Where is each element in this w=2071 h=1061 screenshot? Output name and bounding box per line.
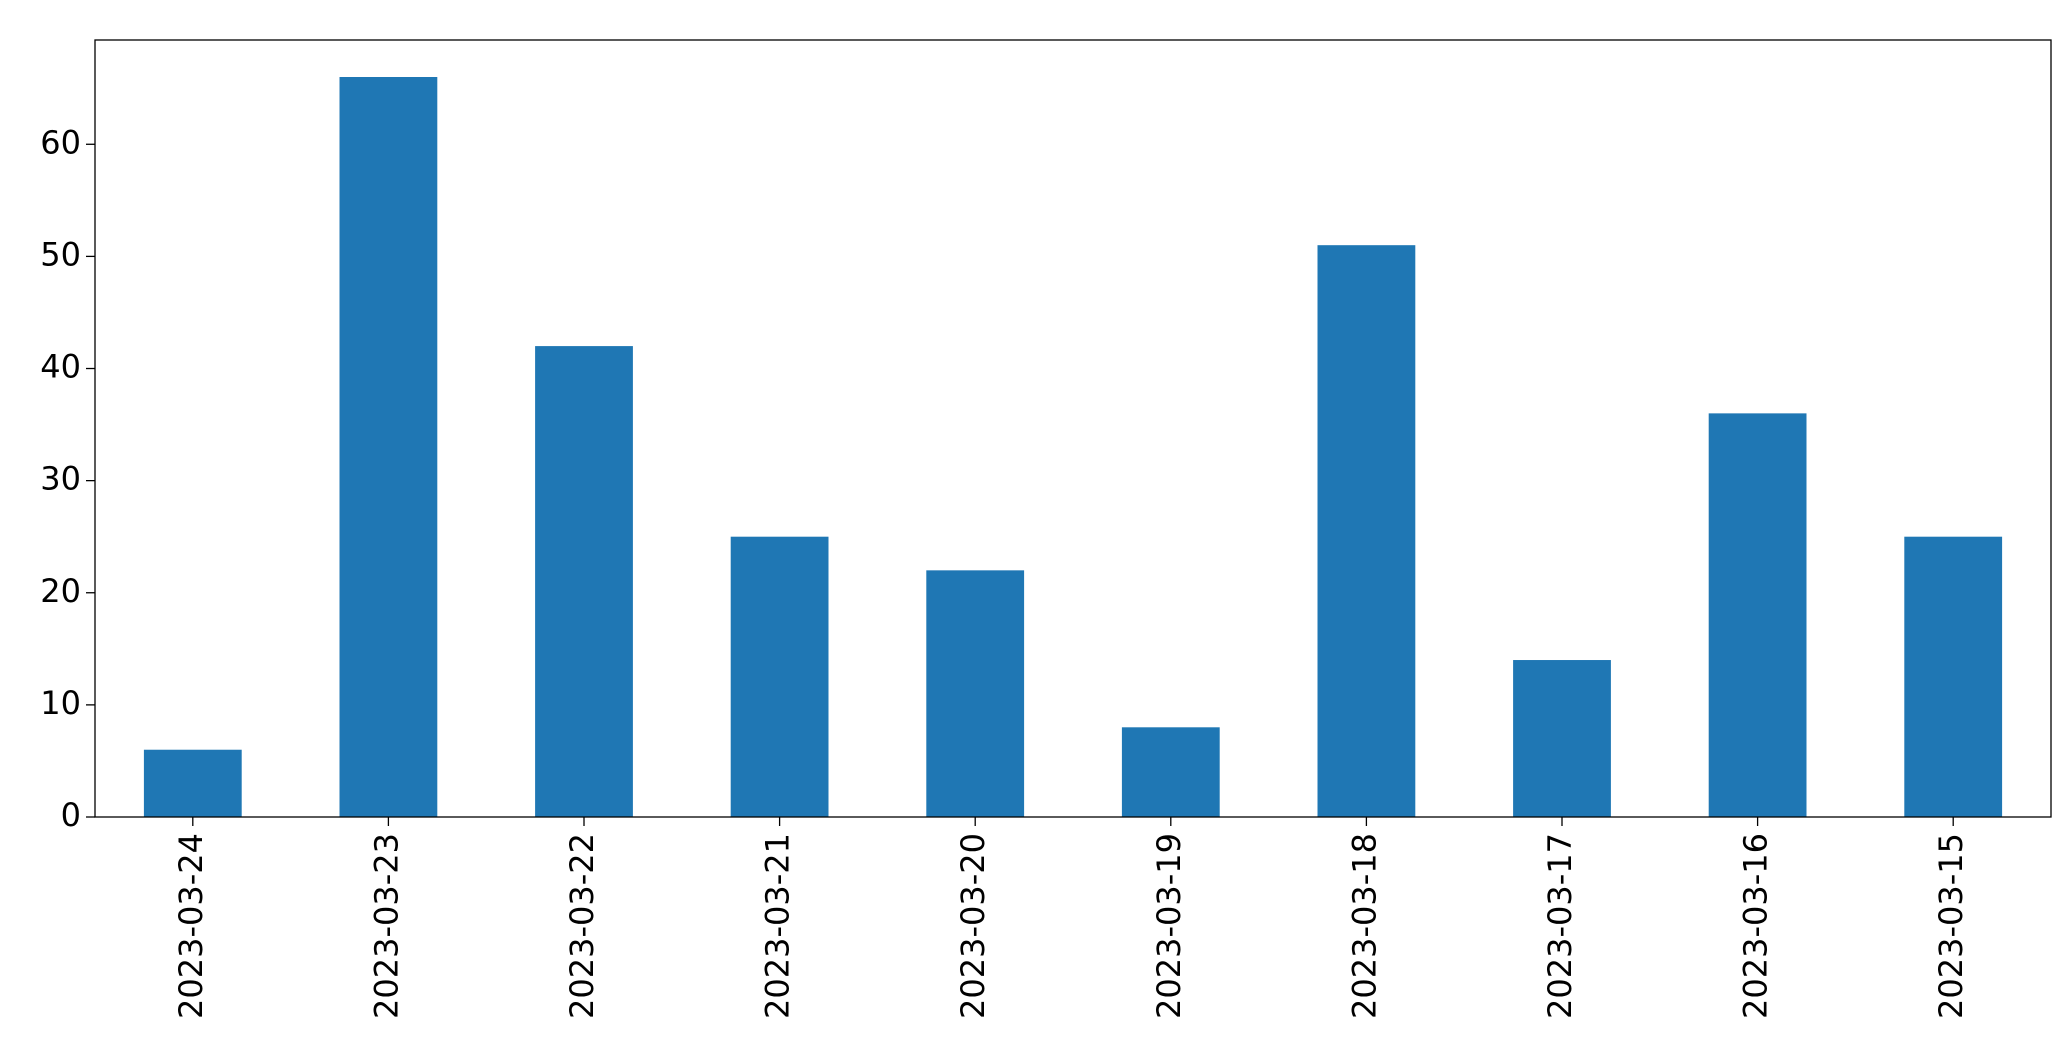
x-tick-label: 2023-03-19 [1150, 833, 1188, 1019]
x-tick-label: 2023-03-24 [172, 833, 210, 1019]
x-tick-label: 2023-03-23 [367, 833, 405, 1019]
y-tick-label: 20 [40, 572, 81, 610]
x-tick-label: 2023-03-18 [1345, 833, 1383, 1019]
bar [339, 77, 438, 817]
x-tick-label: 2023-03-16 [1737, 833, 1775, 1019]
bar [1121, 727, 1220, 817]
x-tick-label: 2023-03-15 [1932, 833, 1970, 1019]
y-tick-label: 50 [40, 235, 81, 273]
bar [1904, 536, 2003, 817]
y-tick-label: 10 [40, 684, 81, 722]
bar [926, 570, 1025, 817]
y-tick-label: 40 [40, 348, 81, 386]
bar [730, 536, 829, 817]
x-tick-label: 2023-03-21 [759, 833, 797, 1019]
axes-frame [94, 39, 2052, 818]
y-tick-label: 60 [40, 123, 81, 161]
bar [1708, 413, 1807, 817]
bar [1317, 245, 1416, 817]
bar [143, 749, 242, 817]
y-tick-label: 30 [40, 460, 81, 498]
bar [1513, 660, 1611, 817]
x-tick-label: 2023-03-17 [1541, 833, 1579, 1019]
y-tick-label: 0 [61, 796, 81, 834]
bar [535, 346, 633, 817]
x-tick-label: 2023-03-20 [954, 833, 992, 1019]
x-tick-label: 2023-03-22 [563, 833, 601, 1019]
